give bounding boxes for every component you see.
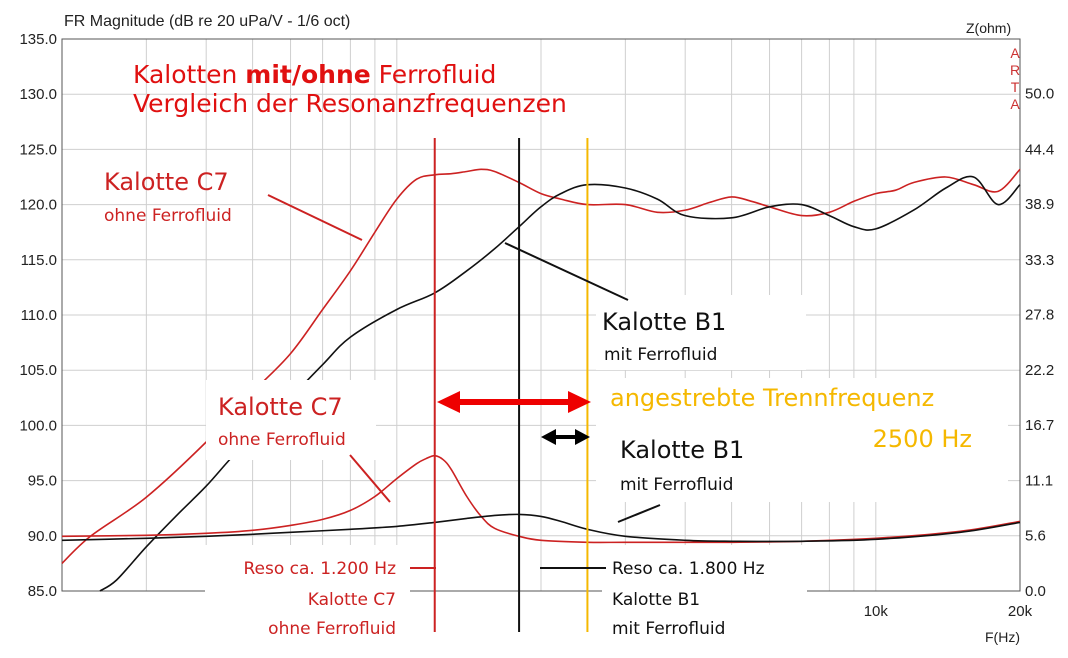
c7-mid-pointer bbox=[349, 454, 391, 503]
arta-watermark: A R T A bbox=[1010, 45, 1020, 112]
reso-b1-line2: Kalotte B1 bbox=[612, 590, 700, 610]
y-right-tick-label: 16.7 bbox=[1025, 417, 1054, 434]
y-right-tick-label: 11.1 bbox=[1025, 473, 1053, 490]
x-tick-label: 10k bbox=[864, 603, 889, 620]
x-axis-label: F(Hz) bbox=[985, 629, 1020, 645]
b1-mid-label: Kalotte B1 bbox=[620, 436, 744, 464]
y-tick-label: 85.0 bbox=[28, 583, 57, 600]
plot-frame bbox=[61, 38, 1021, 592]
b1-top-pointer bbox=[504, 242, 629, 301]
b1-mid-pointer bbox=[617, 504, 661, 523]
reso-b1-label-box bbox=[602, 545, 807, 643]
y-tick-label: 100.0 bbox=[19, 417, 57, 434]
watermark-letter: T bbox=[1011, 79, 1020, 95]
x-tick-label: 20k bbox=[1008, 603, 1033, 620]
chart-title: FR Magnitude (dB re 20 uPa/V - 1/6 oct) bbox=[64, 13, 350, 30]
x-axis-ticks: 10k 20k bbox=[864, 603, 1033, 620]
y-tick-label: 115.0 bbox=[21, 252, 57, 269]
y-tick-label: 105.0 bbox=[19, 362, 57, 379]
y-tick-label: 120.0 bbox=[19, 197, 57, 214]
y-tick-label: 125.0 bbox=[19, 141, 57, 158]
y-tick-label: 110.0 bbox=[21, 307, 57, 324]
c7-top-label: Kalotte C7 bbox=[104, 168, 229, 196]
y-right-tick-label: 33.3 bbox=[1025, 252, 1054, 269]
b1-top-label-box bbox=[596, 295, 806, 370]
target-label-box bbox=[596, 378, 1008, 502]
reso-c7-line1: Reso ca. 1.200 Hz bbox=[243, 559, 396, 579]
y-right-tick-label: 38.9 bbox=[1025, 196, 1054, 213]
black-double-arrow bbox=[541, 429, 590, 445]
heading-line-2: Vergleich der Resonanzfrequenzen bbox=[133, 89, 567, 118]
c7-mid-label: Kalotte C7 bbox=[218, 393, 343, 421]
y-right-tick-label: 22.2 bbox=[1025, 362, 1054, 379]
y-right-tick-label: 5.6 bbox=[1025, 527, 1046, 544]
y-tick-label: 90.0 bbox=[28, 528, 57, 545]
watermark-letter: A bbox=[1010, 96, 1020, 112]
b1-top-sublabel: mit Ferrofluid bbox=[604, 345, 717, 365]
right-axis-ticks: 50.0 44.4 38.9 33.3 27.8 22.2 16.7 11.1 5.6 0.0 bbox=[1025, 86, 1054, 600]
reso-b1-line1: Reso ca. 1.800 Hz bbox=[612, 559, 765, 579]
y-tick-label: 95.0 bbox=[28, 473, 57, 490]
y-tick-label: 135.0 bbox=[19, 31, 57, 48]
heading-line-1: Kalotten mit/ohne Ferrofluid bbox=[133, 60, 496, 89]
left-axis-ticks: 135.0 130.0 125.0 120.0 115.0 110.0 105.0 100.0… bbox=[19, 31, 57, 600]
red-double-arrow bbox=[437, 391, 591, 413]
y-right-tick-label: 0.0 bbox=[1025, 583, 1046, 600]
reso-c7-label-box bbox=[205, 545, 410, 643]
b1-mid-sublabel: mit Ferrofluid bbox=[620, 475, 733, 495]
right-axis-label: Z(ohm) bbox=[966, 20, 1011, 36]
plot-grid bbox=[61, 38, 1021, 592]
reso-c7-line3: ohne Ferrofluid bbox=[268, 619, 396, 639]
y-right-tick-label: 44.4 bbox=[1025, 141, 1054, 158]
target-frequency-value: 2500 Hz bbox=[873, 425, 972, 453]
reso-b1-line3: mit Ferrofluid bbox=[612, 619, 725, 639]
y-right-tick-label: 50.0 bbox=[1025, 86, 1054, 103]
reso-c7-line2: Kalotte C7 bbox=[308, 590, 396, 610]
y-tick-label: 130.0 bbox=[19, 86, 57, 103]
c7-mid-sublabel: ohne Ferrofluid bbox=[218, 430, 346, 450]
c7-top-pointer bbox=[267, 194, 363, 241]
watermark-letter: R bbox=[1010, 62, 1020, 78]
target-frequency-label: angestrebte Trennfrequenz bbox=[610, 384, 934, 412]
c7-mid-label-box bbox=[206, 380, 376, 460]
series-line bbox=[61, 454, 1021, 544]
frequency-markers bbox=[433, 138, 589, 632]
b1-top-label: Kalotte B1 bbox=[602, 308, 726, 336]
watermark-letter: A bbox=[1010, 45, 1020, 61]
c7-top-sublabel: ohne Ferrofluid bbox=[104, 206, 232, 226]
y-right-tick-label: 27.8 bbox=[1025, 307, 1054, 324]
series-line bbox=[61, 168, 1021, 564]
